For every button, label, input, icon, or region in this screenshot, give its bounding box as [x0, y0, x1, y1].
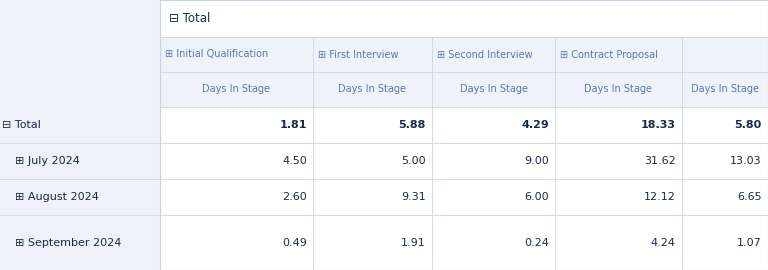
- Bar: [0, 72, 160, 107]
- Text: Days In Stage: Days In Stage: [459, 85, 528, 94]
- Text: 9.31: 9.31: [401, 192, 425, 202]
- Bar: [160, 0, 768, 37]
- Bar: [160, 0, 768, 270]
- Bar: [432, 179, 555, 215]
- Text: 5.88: 5.88: [399, 120, 425, 130]
- Bar: [0, 215, 160, 270]
- Bar: [432, 215, 555, 270]
- Bar: [160, 215, 313, 270]
- Text: 13.03: 13.03: [730, 156, 762, 166]
- Text: 1.81: 1.81: [280, 120, 307, 130]
- Text: ⊞ Second Interview: ⊞ Second Interview: [436, 49, 532, 59]
- Text: 6.65: 6.65: [737, 192, 762, 202]
- Text: ⊞ September 2024: ⊞ September 2024: [15, 238, 122, 248]
- Text: ⊞ First Interview: ⊞ First Interview: [318, 49, 398, 59]
- Text: 5.80: 5.80: [735, 120, 762, 130]
- Text: 0.49: 0.49: [282, 238, 307, 248]
- Text: Days In Stage: Days In Stage: [203, 85, 270, 94]
- Bar: [313, 143, 432, 179]
- Bar: [313, 107, 432, 143]
- Bar: [432, 72, 555, 107]
- Bar: [160, 143, 313, 179]
- Text: 0.24: 0.24: [524, 238, 549, 248]
- Bar: [313, 179, 432, 215]
- Text: Days In Stage: Days In Stage: [584, 85, 653, 94]
- Bar: [0, 107, 160, 143]
- Bar: [0, 179, 160, 215]
- Text: 4.50: 4.50: [282, 156, 307, 166]
- Text: ⊞ Initial Qualification: ⊞ Initial Qualification: [164, 49, 268, 59]
- Text: 4.29: 4.29: [521, 120, 549, 130]
- Bar: [682, 107, 768, 143]
- Text: 2.60: 2.60: [282, 192, 307, 202]
- Bar: [682, 143, 768, 179]
- Bar: [555, 107, 682, 143]
- Text: 6.00: 6.00: [525, 192, 549, 202]
- Text: ⊞ August 2024: ⊞ August 2024: [15, 192, 99, 202]
- Text: 4.24: 4.24: [650, 238, 676, 248]
- Text: 5.00: 5.00: [401, 156, 425, 166]
- Bar: [682, 215, 768, 270]
- Text: ⊟ Total: ⊟ Total: [169, 12, 210, 25]
- Bar: [0, 143, 160, 179]
- Bar: [432, 143, 555, 179]
- Bar: [555, 179, 682, 215]
- Bar: [160, 37, 313, 72]
- Text: ⊞ July 2024: ⊞ July 2024: [15, 156, 80, 166]
- Text: 31.62: 31.62: [644, 156, 676, 166]
- Bar: [0, 0, 160, 37]
- Text: Days In Stage: Days In Stage: [691, 85, 759, 94]
- Bar: [432, 37, 555, 72]
- Text: 18.33: 18.33: [641, 120, 676, 130]
- Bar: [313, 37, 432, 72]
- Bar: [313, 215, 432, 270]
- Text: 12.12: 12.12: [644, 192, 676, 202]
- Bar: [160, 107, 313, 143]
- Bar: [160, 72, 313, 107]
- Text: 1.91: 1.91: [401, 238, 425, 248]
- Text: Days In Stage: Days In Stage: [339, 85, 406, 94]
- Bar: [555, 215, 682, 270]
- Bar: [682, 179, 768, 215]
- Text: ⊞ Contract Proposal: ⊞ Contract Proposal: [560, 49, 657, 59]
- Bar: [682, 37, 768, 72]
- Bar: [432, 107, 555, 143]
- Bar: [313, 72, 432, 107]
- Text: 1.07: 1.07: [737, 238, 762, 248]
- Bar: [0, 37, 160, 72]
- Text: 9.00: 9.00: [524, 156, 549, 166]
- Text: ⊟ Total: ⊟ Total: [2, 120, 41, 130]
- Bar: [555, 72, 682, 107]
- Bar: [555, 37, 682, 72]
- Bar: [555, 143, 682, 179]
- Bar: [682, 72, 768, 107]
- Bar: [160, 179, 313, 215]
